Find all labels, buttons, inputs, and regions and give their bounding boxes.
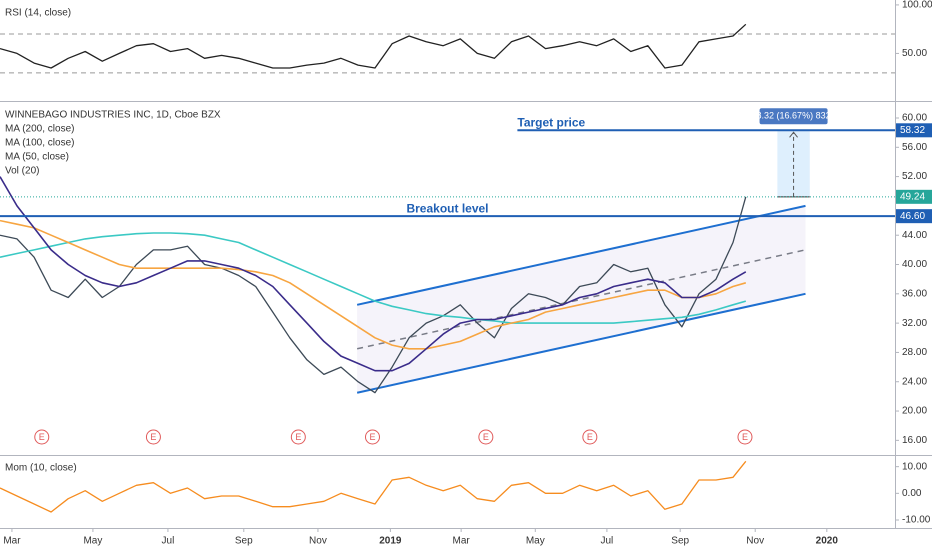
y-tick-label: 0.00 (902, 488, 922, 499)
x-tick-label: May (526, 536, 545, 547)
event-marker (737, 429, 753, 445)
series-line (0, 176, 747, 372)
x-tick-label: Jul (162, 536, 175, 547)
series-line (0, 460, 747, 513)
y-tick-label: 100.00 (902, 0, 932, 11)
event-label: E (587, 432, 593, 442)
level-name: Target price (517, 115, 585, 129)
price-label-bg (896, 189, 932, 204)
legend-entry: MA (100, close) (5, 138, 74, 149)
legend-entry: MA (200, close) (5, 124, 74, 135)
series-line (0, 196, 747, 394)
price-label: 49.24 (900, 191, 925, 202)
y-tick-label: 32.00 (902, 318, 927, 329)
x-tick-label: Sep (671, 536, 689, 547)
y-tick-label: 20.00 (902, 406, 927, 417)
x-tick-label: Nov (746, 536, 764, 547)
measure-box (777, 130, 810, 197)
y-tick-label: 16.00 (902, 435, 927, 446)
measure-arrowhead (789, 131, 798, 138)
x-tick-label: Jul (600, 536, 613, 547)
event-label: E (369, 432, 375, 442)
series-line (0, 232, 747, 324)
level-name: Breakout level (406, 201, 488, 215)
y-tick-label: 44.00 (902, 230, 927, 241)
price-label-bg (896, 123, 932, 138)
y-tick-label: 40.00 (902, 259, 927, 270)
y-tick-label: 52.00 (902, 171, 927, 182)
price-label: 46.60 (900, 211, 925, 222)
series-line (0, 219, 747, 350)
x-tick-label: 2020 (816, 536, 839, 547)
event-marker (34, 429, 50, 445)
y-tick-label: -10.00 (902, 515, 931, 526)
event-marker (364, 429, 380, 445)
pane-title: Mom (10, close) (5, 463, 77, 474)
measure-label: 8.32 (16.67%) 832 (757, 111, 831, 121)
y-tick-label: 60.00 (902, 113, 927, 124)
y-tick-label: 28.00 (902, 347, 927, 358)
channel-fill (357, 205, 806, 393)
pane-title: RSI (14, close) (5, 8, 71, 19)
y-tick-label: 50.00 (902, 48, 927, 59)
pane-title: WINNEBAGO INDUSTRIES INC, 1D, Cboe BZX (5, 110, 221, 121)
event-label: E (295, 432, 301, 442)
event-marker (290, 429, 306, 445)
y-tick-label: 10.00 (902, 461, 927, 472)
y-tick-label: 36.00 (902, 288, 927, 299)
x-tick-label: May (83, 536, 102, 547)
y-tick-label: 56.00 (902, 142, 927, 153)
event-marker (145, 429, 161, 445)
event-marker (478, 429, 494, 445)
y-tick-label: 24.00 (902, 376, 927, 387)
measure-label-bg (759, 108, 828, 125)
price-label: 58.32 (900, 125, 925, 136)
event-label: E (150, 432, 156, 442)
event-label: E (39, 432, 45, 442)
legend-entry: Vol (20) (5, 166, 39, 177)
series-line (0, 23, 747, 69)
event-label: E (742, 432, 748, 442)
x-tick-label: Sep (235, 536, 253, 547)
event-label: E (483, 432, 489, 442)
x-tick-label: Mar (3, 536, 21, 547)
channel-line (356, 292, 806, 394)
legend-entry: MA (50, close) (5, 152, 69, 163)
event-marker (582, 429, 598, 445)
x-tick-label: Mar (453, 536, 471, 547)
x-tick-label: Nov (309, 536, 327, 547)
channel-line (356, 204, 806, 306)
price-label-bg (896, 209, 932, 224)
x-tick-label: 2019 (379, 536, 402, 547)
